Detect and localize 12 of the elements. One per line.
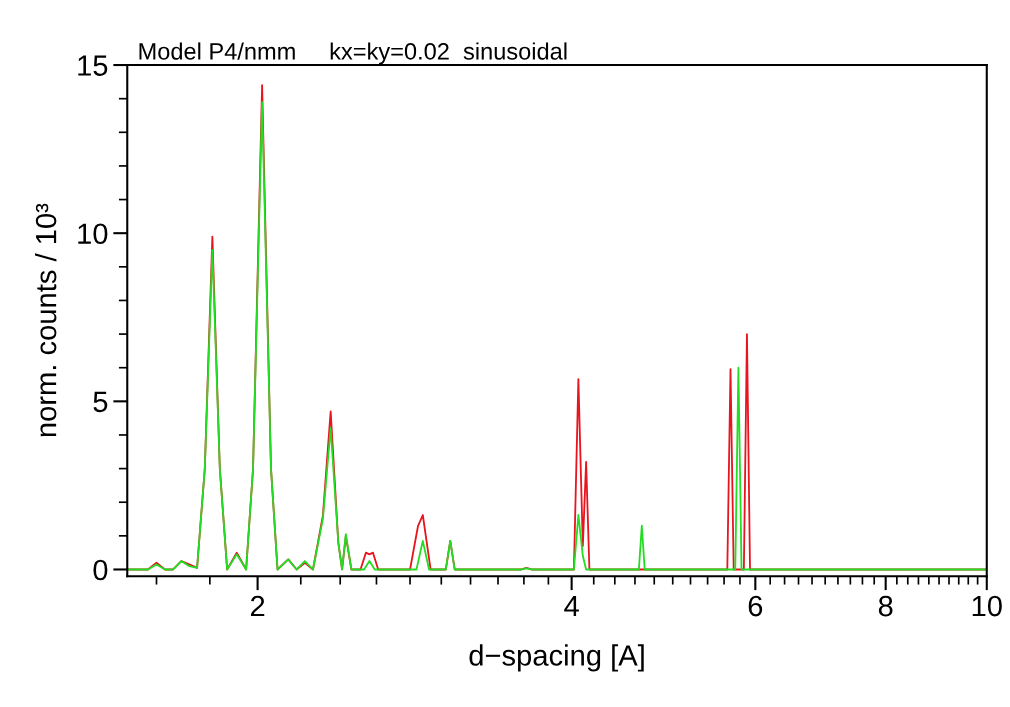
x-tick-label: 4 [564, 596, 579, 617]
y-tick-label: 0 [93, 559, 108, 581]
y-tick-label: 15 [78, 55, 108, 76]
x-axis-title: d−spacing [A] [469, 644, 644, 672]
y-axis-title: norm. counts / 10³ [34, 203, 57, 437]
y-tick-label: 5 [93, 391, 108, 413]
y-tick-label: 10 [78, 223, 108, 245]
x-tick-label: 6 [748, 595, 763, 617]
x-tick-label: 2 [250, 595, 265, 617]
x-tick-label: 10 [972, 595, 1002, 617]
chart-title: Model P4/nmm kx=ky=0.02 sinusoidal [139, 42, 567, 65]
x-tick-label: 8 [878, 595, 893, 617]
